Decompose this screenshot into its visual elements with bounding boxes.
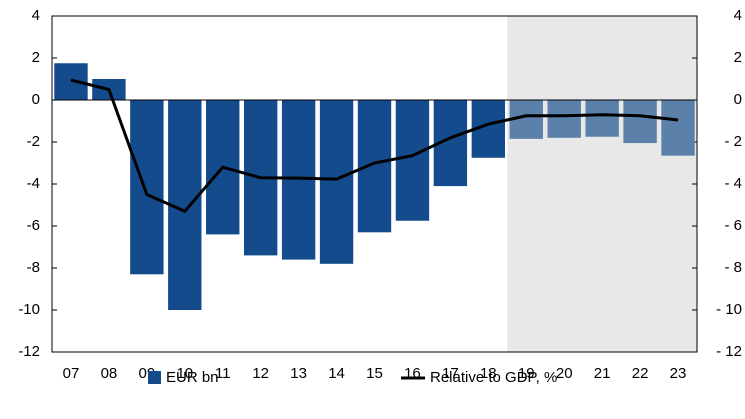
y2-tick-label: - 10 (716, 301, 742, 318)
x-tick-label: 12 (252, 365, 269, 382)
plot-frame (51, 15, 698, 353)
gdp-line (70, 78, 679, 213)
x-tick-label: 13 (290, 365, 307, 382)
bar (357, 100, 392, 233)
forecast-shade (507, 16, 697, 352)
x-tick-label: 14 (328, 365, 345, 382)
x-tick-label: 10 (176, 365, 193, 382)
y-tick-label: -10 (18, 301, 40, 318)
y-tick-label: -2 (27, 133, 40, 150)
y-tick-label: 4 (32, 7, 40, 24)
bar (623, 100, 657, 144)
x-tick-label: 08 (101, 365, 118, 382)
bar (395, 100, 430, 221)
y-tick-label: -12 (18, 343, 40, 360)
bar (319, 100, 354, 264)
x-tick-label: 18 (480, 365, 497, 382)
y-tick-label: -4 (27, 175, 40, 192)
x-tick-label: 19 (518, 365, 535, 382)
bar (585, 100, 619, 137)
y2-tick-label: - 8 (724, 259, 742, 276)
bar (661, 100, 695, 156)
bar (130, 100, 164, 275)
y2-tick-label: - 6 (724, 217, 742, 234)
y-tick-label: -6 (27, 217, 40, 234)
y2-tick-label: 0 (734, 91, 742, 108)
y-tick-label: 0 (32, 91, 40, 108)
bar (547, 100, 581, 138)
x-tick-label: 11 (215, 365, 231, 382)
x-tick-label: 17 (442, 365, 459, 382)
x-tick-label: 23 (670, 365, 687, 382)
y2-tick-label: - 12 (716, 343, 742, 360)
y-tick-label: -8 (27, 259, 40, 276)
x-tick-label: 22 (632, 365, 649, 382)
y2-tick-label: - 4 (724, 175, 742, 192)
legend-label: EUR bn (166, 369, 219, 386)
y2-tick-label: 4 (734, 7, 742, 24)
x-tick-label: 20 (556, 365, 573, 382)
legend-swatch (148, 371, 161, 384)
x-tick-label: 21 (594, 365, 611, 382)
x-tick-label: 15 (366, 365, 383, 382)
x-tick-label: 07 (63, 365, 80, 382)
legend-label: Relative to GDP, % (430, 369, 557, 386)
y2-tick-label: 2 (734, 49, 742, 66)
y2-tick-label: - 2 (724, 133, 742, 150)
y-tick-label: 2 (32, 49, 40, 66)
